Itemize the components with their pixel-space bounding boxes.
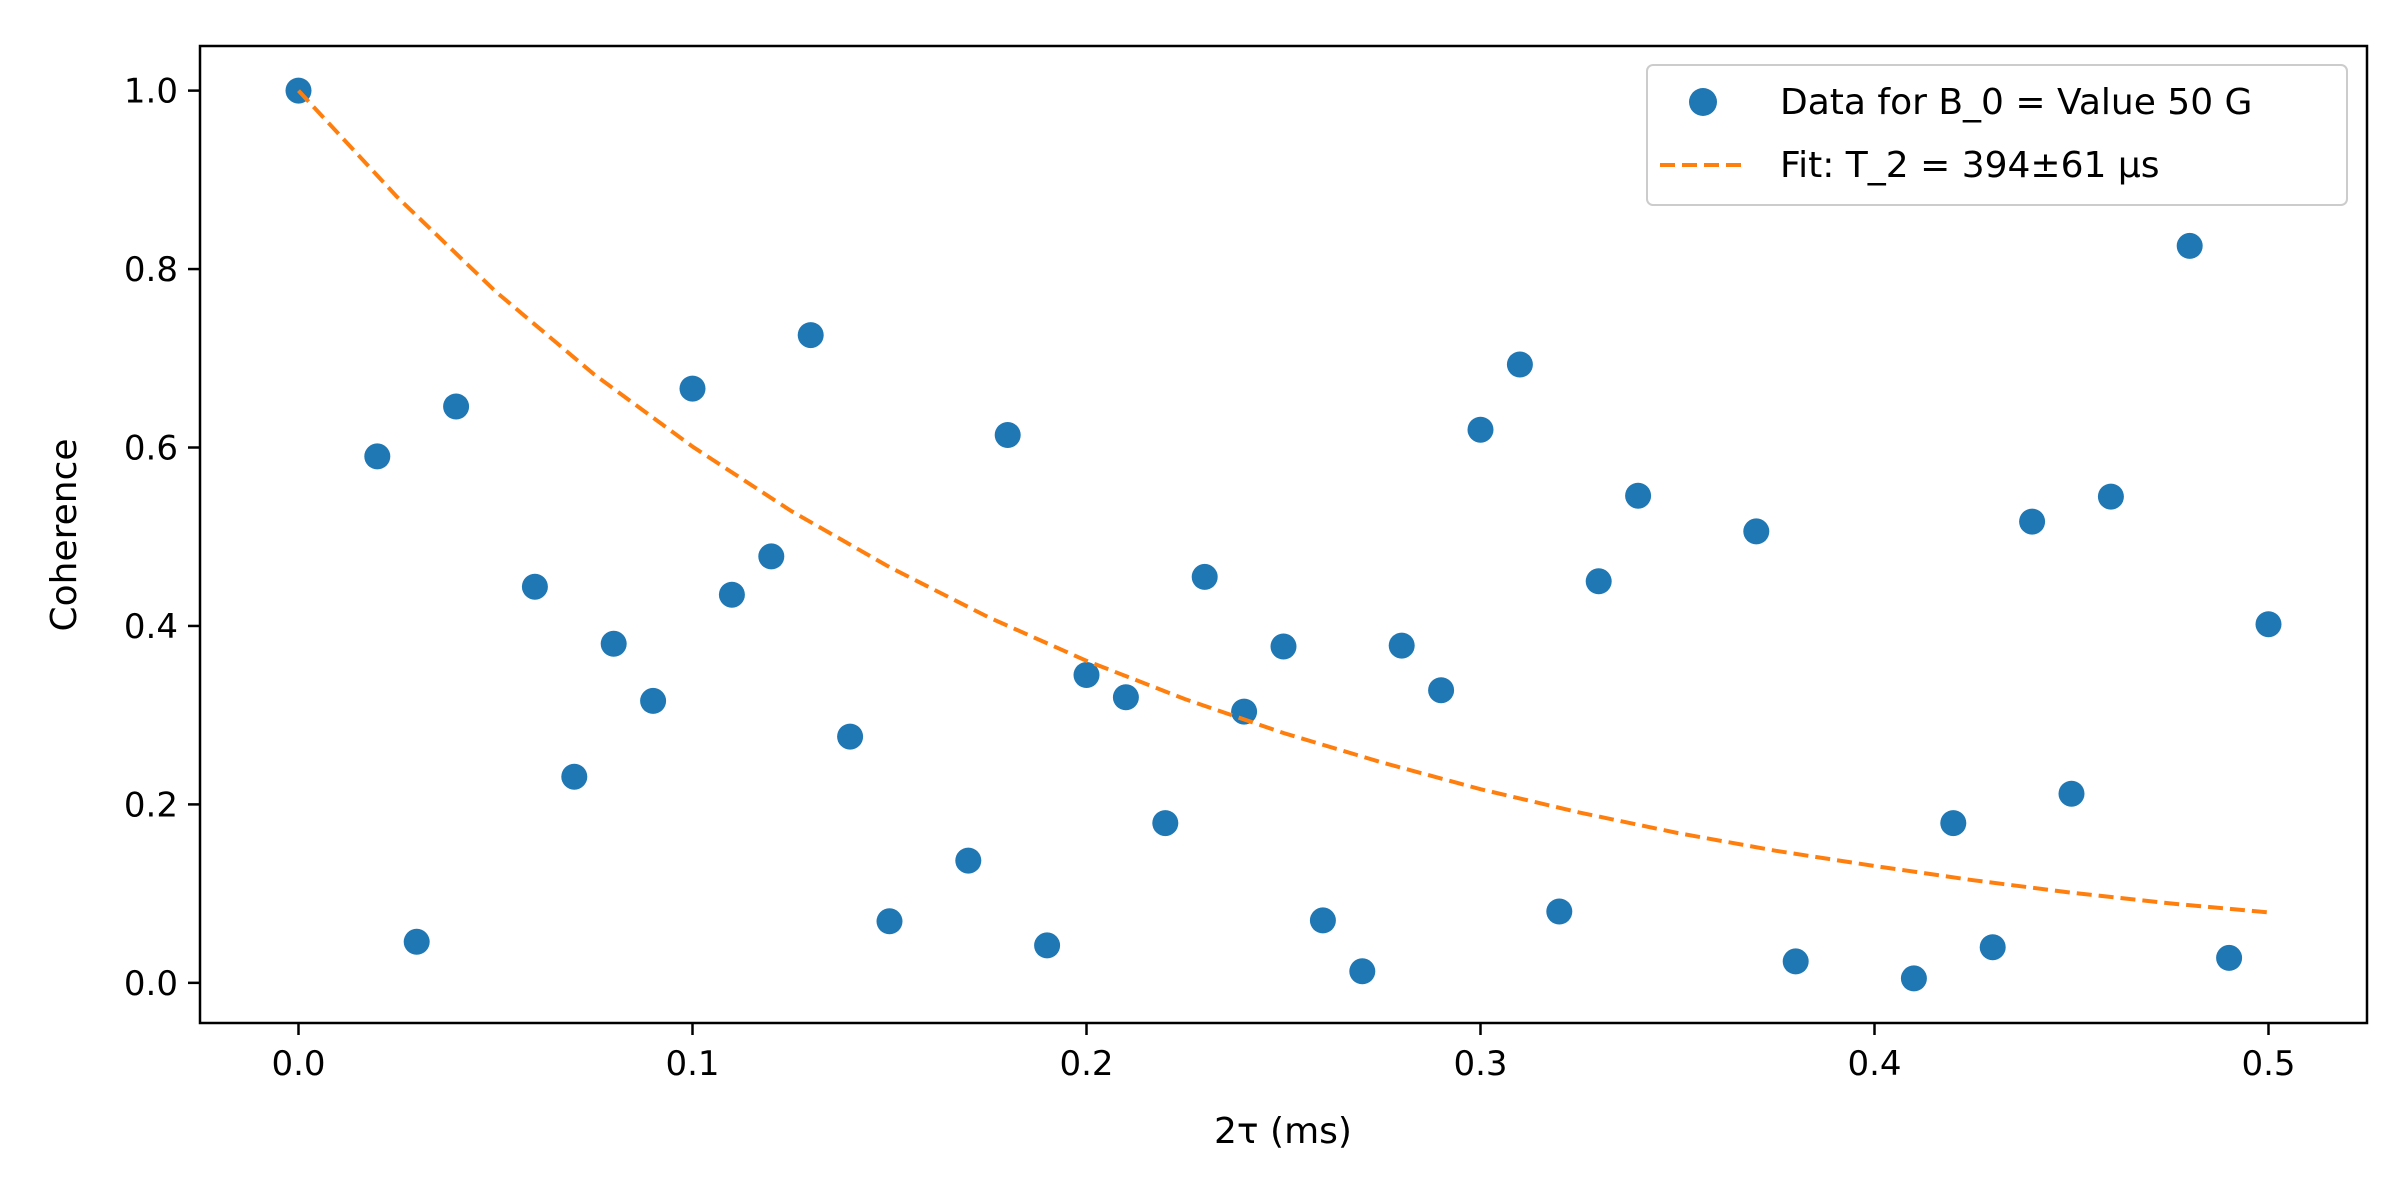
data-point — [2058, 780, 2085, 807]
data-point — [718, 581, 745, 608]
data-point — [2176, 232, 2203, 259]
y-tick-label: 0.0 — [124, 964, 178, 1004]
data-point — [1782, 948, 1809, 975]
data-point — [1467, 416, 1494, 443]
data-point — [1309, 907, 1336, 934]
data-point — [994, 422, 1021, 448]
data-point — [1270, 633, 1297, 660]
data-point — [1546, 898, 1573, 925]
data-point — [1625, 482, 1652, 509]
y-tick-label: 0.6 — [124, 429, 178, 469]
data-point — [600, 630, 627, 657]
legend-marker-data — [1689, 88, 1717, 116]
x-tick-label: 0.4 — [1847, 1044, 1901, 1084]
data-point — [1979, 934, 2006, 961]
data-point — [955, 847, 982, 874]
data-point — [1900, 965, 1927, 992]
x-axis-ticks: 0.0 0.1 0.2 0.3 0.4 0.5 — [271, 1023, 2296, 1084]
data-point — [1585, 568, 1612, 595]
data-point — [1349, 958, 1376, 985]
data-point — [2216, 944, 2243, 971]
data-point — [1034, 932, 1061, 959]
y-axis-label: Coherence — [44, 438, 85, 631]
x-tick-label: 0.2 — [1059, 1044, 1113, 1084]
x-tick-label: 0.0 — [271, 1044, 325, 1084]
y-tick-label: 0.2 — [124, 785, 178, 825]
data-point — [364, 443, 391, 470]
legend-label-data: Data for B_0 = Value 50 G — [1780, 82, 2252, 123]
y-tick-label: 1.0 — [124, 72, 178, 112]
axes-frame — [198, 44, 2369, 1025]
y-axis-ticks: 0.0 0.2 0.4 0.6 0.8 1.0 — [124, 72, 200, 1004]
data-point — [758, 543, 785, 570]
data-point — [1940, 810, 1967, 837]
plot-area — [285, 77, 2282, 992]
data-point — [797, 322, 824, 349]
data-point — [561, 763, 588, 790]
legend-box — [1646, 64, 2348, 206]
data-point — [1743, 518, 1770, 545]
data-point — [1506, 351, 1533, 378]
data-point — [1073, 662, 1100, 688]
x-tick-label: 0.1 — [665, 1044, 719, 1084]
data-point — [1152, 810, 1179, 837]
data-point — [876, 908, 903, 935]
data-point — [2019, 508, 2046, 535]
data-point — [2097, 483, 2124, 510]
data-point — [679, 375, 706, 402]
x-axis-label: 2τ (ms) — [1214, 1111, 1352, 1152]
y-tick-label: 0.4 — [124, 607, 178, 647]
x-tick-label: 0.5 — [2241, 1044, 2295, 1084]
data-point — [1191, 563, 1218, 590]
data-point — [837, 723, 864, 750]
fit-curve — [297, 89, 2269, 915]
data-point — [1112, 684, 1139, 711]
legend: Data for B_0 = Value 50 G Fit: T_2 = 394… — [1646, 64, 2348, 206]
data-point — [521, 573, 548, 600]
legend-label-fit: Fit: T_2 = 394±61 μs — [1780, 145, 2160, 186]
data-point — [1231, 698, 1258, 725]
data-point — [2255, 611, 2282, 638]
data-point — [1388, 632, 1415, 659]
x-tick-label: 0.3 — [1453, 1044, 1507, 1084]
data-point — [640, 687, 667, 714]
y-tick-label: 0.8 — [124, 250, 178, 290]
data-point — [1428, 677, 1455, 704]
data-point — [443, 393, 470, 420]
data-point — [403, 928, 430, 955]
